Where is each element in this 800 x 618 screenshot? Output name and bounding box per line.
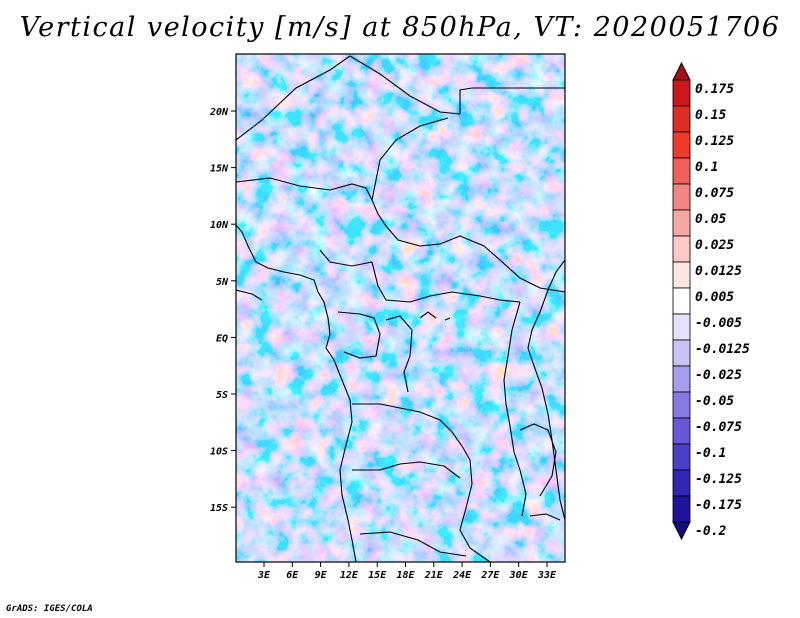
lon-tick-label: 30E — [509, 570, 529, 581]
lon-tick-label: 21E — [424, 570, 444, 581]
colorbar-bin — [672, 287, 691, 315]
colorbar-label: -0.05 — [695, 394, 734, 409]
lon-tick-label: 24E — [452, 570, 472, 581]
colorbar-label: 0.125 — [695, 134, 734, 149]
colorbar-bin — [672, 131, 691, 159]
map-title: Vertical velocity [m/s] at 850hPa, VT: 2… — [19, 12, 781, 43]
lon-tick-label: 27E — [480, 570, 500, 581]
colorbar-bin — [672, 79, 691, 107]
lon-tick-label: 9E — [315, 570, 328, 581]
colorbar-bottom-arrow — [672, 521, 691, 541]
lon-tick-label: 6E — [286, 570, 299, 581]
colorbar-label: -0.075 — [695, 420, 742, 435]
colorbar-label: 0.05 — [695, 212, 726, 227]
colorbar-label: -0.0125 — [695, 342, 750, 357]
colorbar-bin — [672, 417, 691, 445]
colorbar: 0.175 0.15 0.125 0.1 0.075 0.05 0.025 0.0125 0.0… — [672, 61, 750, 541]
lon-tick-label: 15E — [368, 570, 387, 581]
colorbar-bin — [672, 495, 691, 523]
lon-tick-label: 33E — [537, 570, 557, 581]
colorbar-label: 0.1 — [695, 160, 718, 175]
lat-tick-label: 5N — [216, 277, 229, 288]
coastlines-and-borders — [236, 55, 565, 562]
colorbar-label: -0.025 — [695, 368, 742, 383]
colorbar-label: 0.15 — [695, 108, 726, 123]
colorbar-bin — [672, 105, 691, 133]
lat-tick-label: 5S — [216, 390, 228, 401]
lon-tick-label: 18E — [396, 570, 415, 581]
colorbar-label: 0.0125 — [695, 264, 742, 279]
colorbar-bin — [672, 209, 691, 237]
colorbar-bin — [672, 261, 691, 289]
longitude-ticks: 3E 6E 9E 12E 15E 18E 21E 24E 27E 30E 33E — [257, 562, 557, 581]
colorbar-label: 0.005 — [695, 290, 734, 305]
latitude-ticks: 20N 15N 10N 5N EQ 5S 10S 15S — [209, 107, 236, 514]
map-frame — [235, 53, 566, 563]
colorbar-label: -0.005 — [695, 316, 742, 331]
colorbar-label: 0.175 — [695, 82, 734, 97]
colorbar-bin — [672, 365, 691, 393]
colorbar-label: -0.1 — [695, 446, 726, 461]
colorbar-bin — [672, 339, 691, 367]
lat-tick-label: 10S — [210, 447, 228, 458]
lat-tick-label: 10N — [210, 220, 229, 231]
colorbar-label: -0.125 — [695, 472, 742, 487]
colorbar-label: -0.175 — [695, 498, 742, 513]
colorbar-top-arrow — [672, 61, 691, 81]
lat-tick-label: 15N — [210, 164, 229, 175]
lon-tick-label: 12E — [340, 570, 359, 581]
colorbar-bin — [672, 469, 691, 497]
colorbar-label: -0.2 — [695, 524, 726, 539]
colorbar-bin — [672, 183, 691, 211]
lon-tick-label: 3E — [257, 570, 271, 581]
colorbar-bin — [672, 443, 691, 471]
lat-tick-label: 15S — [210, 503, 228, 514]
colorbar-label: 0.075 — [695, 186, 734, 201]
colorbar-bin — [672, 235, 691, 263]
vertical-velocity-field — [236, 54, 565, 562]
colorbar-bin — [672, 157, 691, 185]
lat-tick-label: EQ — [216, 333, 228, 344]
grads-credit: GrADS: IGES/COLA — [6, 604, 93, 614]
lat-tick-label: 20N — [209, 107, 229, 118]
colorbar-label: 0.025 — [695, 238, 734, 253]
colorbar-bin — [672, 391, 691, 419]
colorbar-bin — [672, 313, 691, 341]
